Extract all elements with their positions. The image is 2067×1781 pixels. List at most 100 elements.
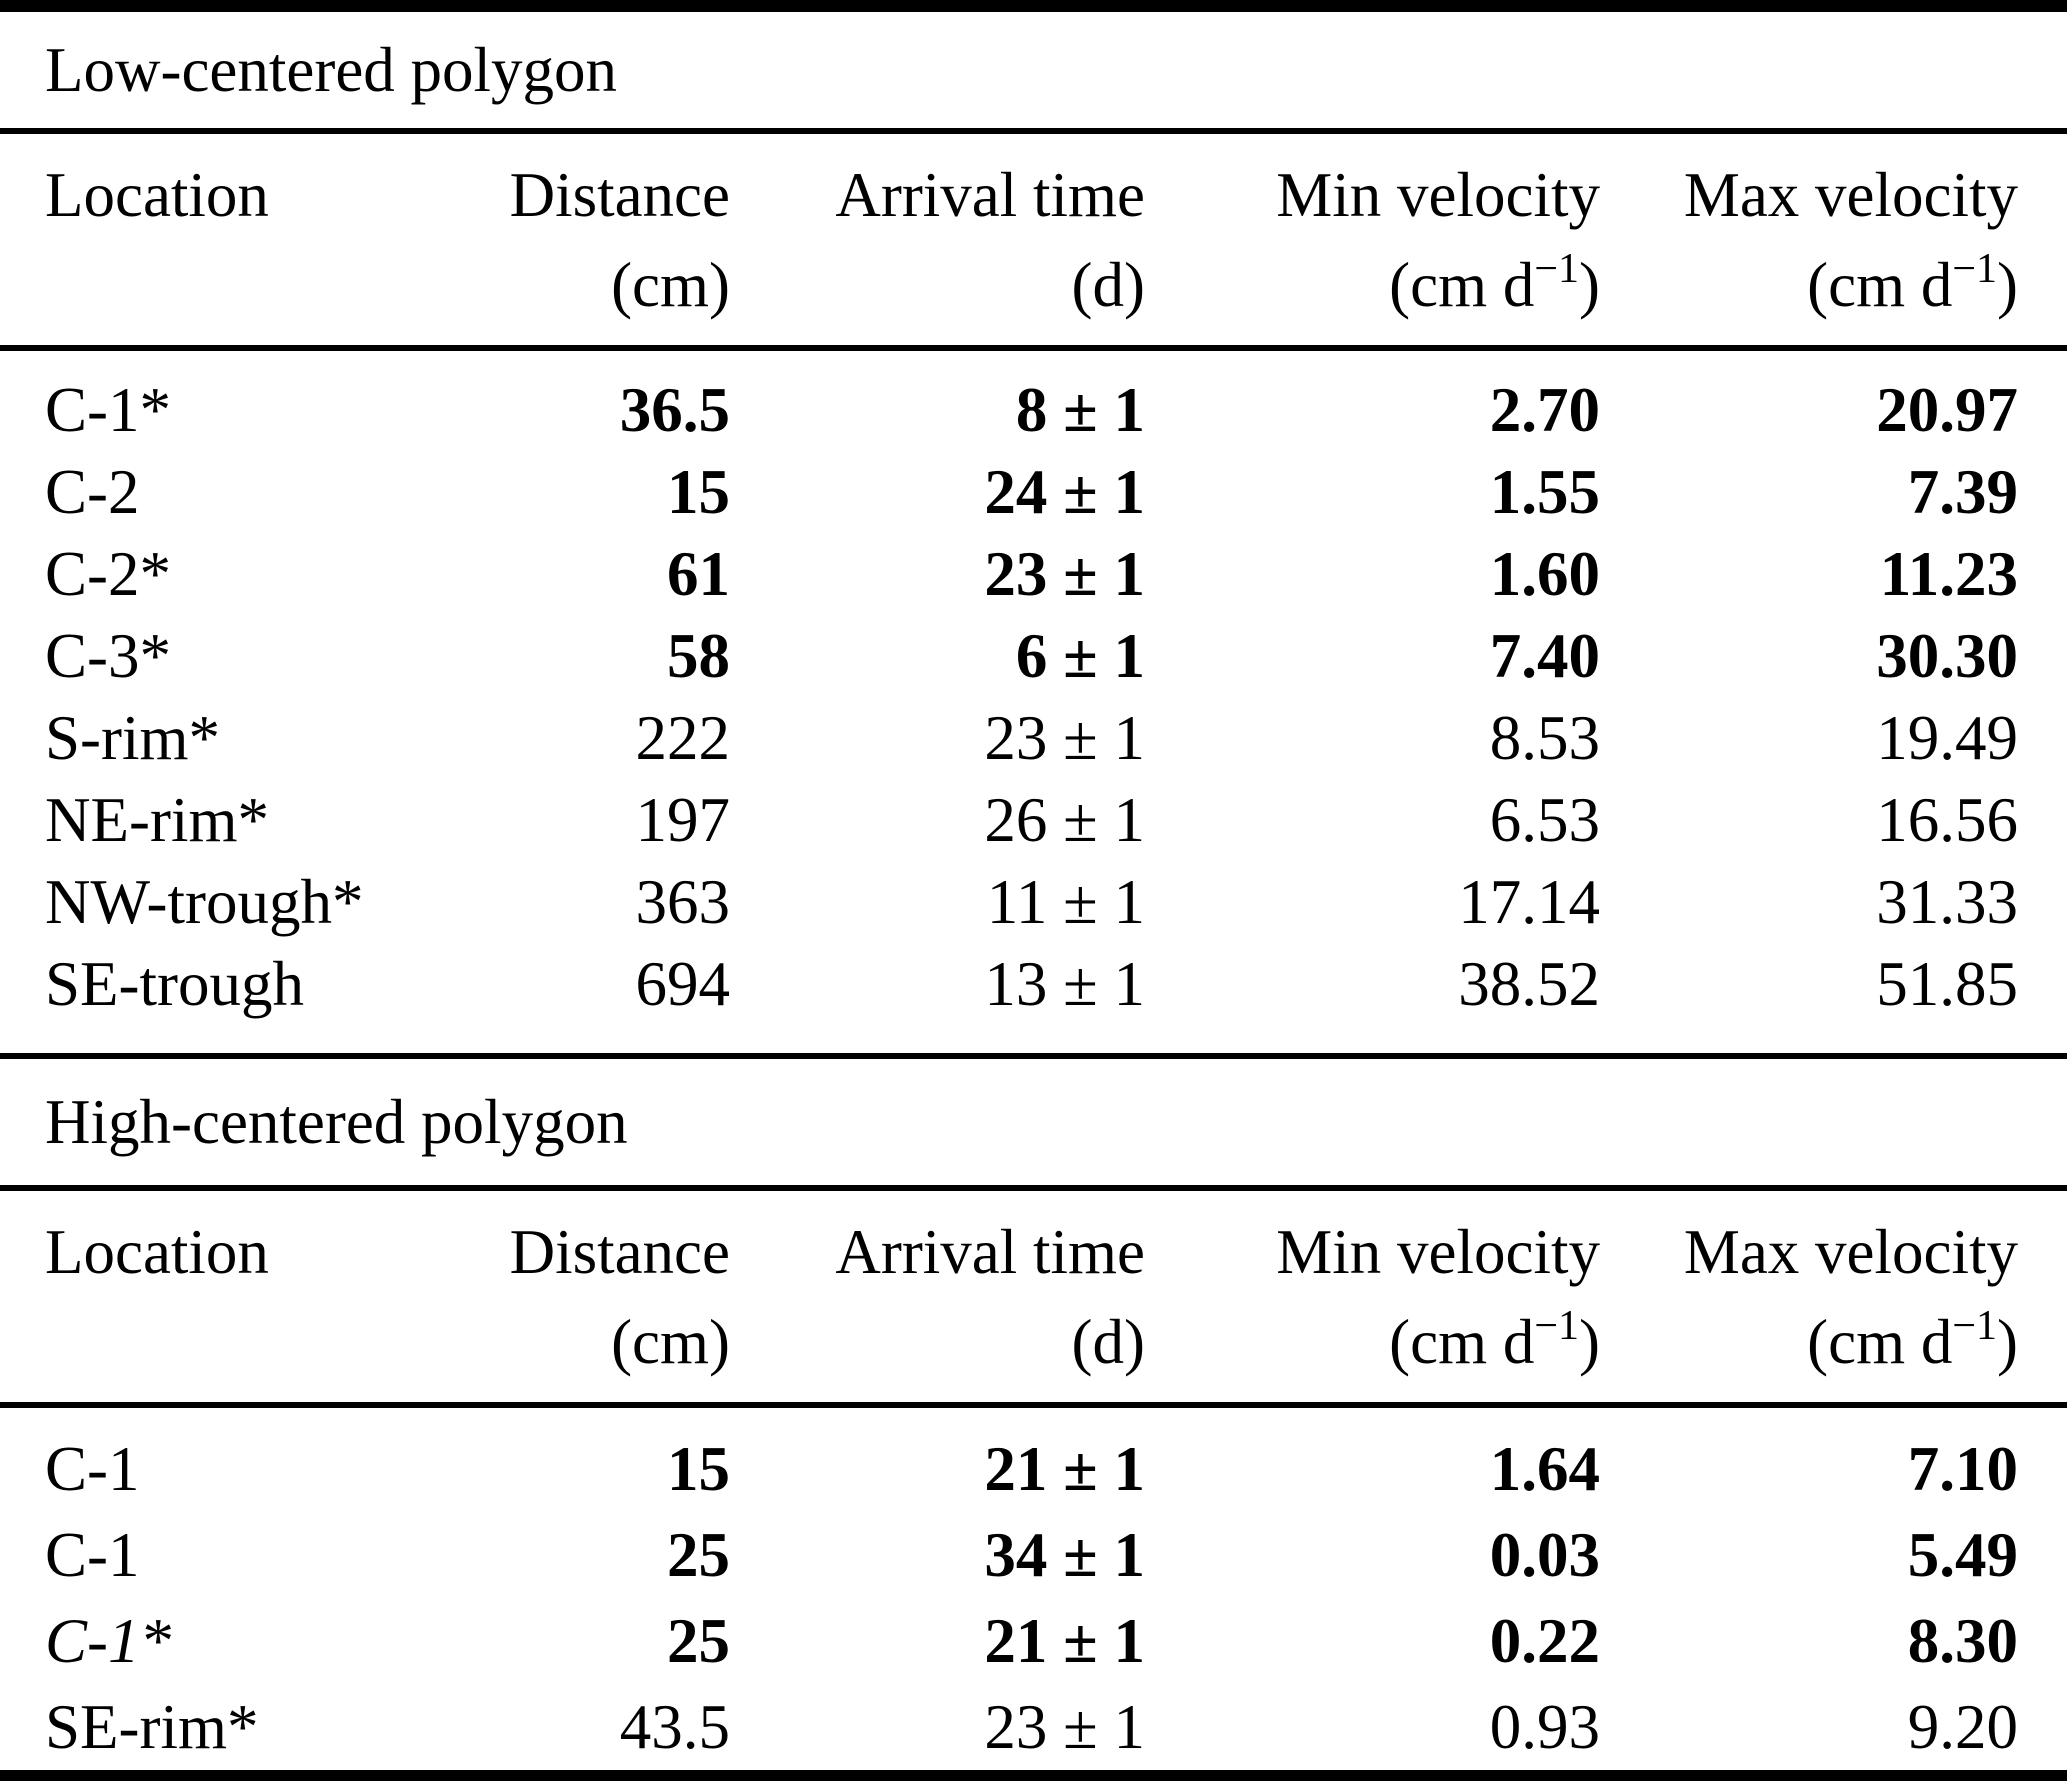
cell-arrival-time: 24 ± 1	[984, 456, 1145, 527]
table-row: SE-trough 694 13 ± 1 38.52 51.85	[0, 943, 2067, 1025]
header-cell-arrival-time: Arrival time (d)	[730, 150, 1145, 330]
cell-arrival-time: 21 ± 1	[984, 1605, 1145, 1676]
cell-max-velocity: 16.56	[1876, 784, 2018, 855]
section-title: High-centered polygon	[45, 1086, 628, 1157]
table-low-centered-body: C-1* 36.5 8 ± 1 2.70 20.97 C-2 15 24 ± 1…	[0, 369, 2067, 1025]
table-row: C-2 15 24 ± 1 1.55 7.39	[0, 451, 2067, 533]
cell-location: SE-trough	[45, 948, 304, 1019]
table-top-rule	[0, 0, 2067, 12]
table-high-centered-body: C-1 15 21 ± 1 1.64 7.10 C-1 25 34 ± 1 0.…	[0, 1426, 2067, 1770]
cell-max-velocity: 30.30	[1876, 620, 2018, 691]
cell-location: S-rim*	[45, 702, 221, 773]
cell-min-velocity: 38.52	[1458, 948, 1600, 1019]
max-velocity-unit: (cm d−1)	[1807, 1303, 2018, 1377]
cell-max-velocity: 7.10	[1907, 1433, 2018, 1504]
cell-max-velocity: 9.20	[1907, 1691, 2018, 1762]
rule-between-sections	[0, 1053, 2067, 1059]
table-high-centered-header: Location Distance (cm) Arrival time (d) …	[0, 1207, 2067, 1387]
cell-distance: 15	[667, 1433, 730, 1504]
cell-location: SE-rim*	[45, 1691, 259, 1762]
header-cell-min-velocity: Min velocity (cm d−1)	[1145, 150, 1600, 330]
cell-min-velocity: 0.93	[1489, 1691, 1600, 1762]
table-row: S-rim* 222 23 ± 1 8.53 19.49	[0, 697, 2067, 779]
table-row: C-1* 25 21 ± 1 0.22 8.30	[0, 1598, 2067, 1684]
cell-min-velocity: 1.64	[1489, 1433, 1600, 1504]
min-velocity-unit: (cm d−1)	[1389, 246, 1600, 320]
header-cell-distance: Distance (cm)	[420, 1207, 730, 1387]
distance-unit: (cm)	[611, 250, 730, 320]
cell-location: C-1*	[45, 374, 171, 445]
cell-min-velocity: 7.40	[1489, 620, 1600, 691]
cell-location: C-2*	[45, 538, 171, 609]
cell-arrival-time: 13 ± 1	[984, 948, 1145, 1019]
cell-max-velocity: 19.49	[1876, 702, 2018, 773]
cell-min-velocity: 0.03	[1489, 1519, 1600, 1590]
cell-distance: 25	[667, 1519, 730, 1590]
table-row: SE-rim* 43.5 23 ± 1 0.93 9.20	[0, 1684, 2067, 1770]
min-velocity-unit: (cm d−1)	[1389, 1303, 1600, 1377]
table-row: NW-trough* 363 11 ± 1 17.14 31.33	[0, 861, 2067, 943]
header-row: Location Distance (cm) Arrival time (d) …	[0, 150, 2067, 330]
cell-location: C-3*	[45, 620, 171, 691]
arrival-unit: (d)	[1071, 250, 1145, 320]
header-cell-max-velocity: Max velocity (cm d−1)	[1600, 150, 2067, 330]
table-row: NE-rim* 197 26 ± 1 6.53 16.56	[0, 779, 2067, 861]
header-cell-location: Location	[45, 160, 269, 230]
cell-arrival-time: 23 ± 1	[984, 702, 1145, 773]
cell-min-velocity: 6.53	[1489, 784, 1600, 855]
cell-distance: 363	[635, 866, 731, 937]
cell-distance: 15	[667, 456, 730, 527]
cell-location: C-1*	[45, 1605, 171, 1676]
max-velocity-unit: (cm d−1)	[1807, 246, 2018, 320]
cell-max-velocity: 8.30	[1907, 1605, 2018, 1676]
table-row: C-1 15 21 ± 1 1.64 7.10	[0, 1426, 2067, 1512]
rule-below-title-2	[0, 1185, 2067, 1191]
cell-min-velocity: 17.14	[1458, 866, 1600, 937]
cell-distance: 197	[635, 784, 731, 855]
cell-location: C-2	[45, 456, 140, 527]
cell-arrival-time: 26 ± 1	[984, 784, 1145, 855]
cell-distance: 222	[635, 702, 731, 773]
header-cell-distance: Distance (cm)	[420, 150, 730, 330]
cell-distance: 36.5	[619, 374, 730, 445]
cell-distance: 58	[667, 620, 730, 691]
cell-arrival-time: 11 ± 1	[986, 866, 1145, 937]
cell-location: NW-trough*	[45, 866, 364, 937]
header-cell-max-velocity: Max velocity (cm d−1)	[1600, 1207, 2067, 1387]
cell-min-velocity: 1.55	[1489, 456, 1600, 527]
table-row: C-1* 36.5 8 ± 1 2.70 20.97	[0, 369, 2067, 451]
cell-max-velocity: 11.23	[1879, 538, 2018, 609]
rule-below-header-1	[0, 345, 2067, 351]
unit-superscript: −1	[1534, 1303, 1580, 1349]
cell-max-velocity: 5.49	[1907, 1519, 2018, 1590]
unit-superscript: −1	[1952, 246, 1998, 292]
cell-min-velocity: 2.70	[1489, 374, 1600, 445]
table-row: C-1 25 34 ± 1 0.03 5.49	[0, 1512, 2067, 1598]
cell-distance: 43.5	[619, 1691, 730, 1762]
cell-distance: 25	[667, 1605, 730, 1676]
cell-max-velocity: 20.97	[1876, 374, 2018, 445]
arrival-unit: (d)	[1071, 1307, 1145, 1377]
header-cell-min-velocity: Min velocity (cm d−1)	[1145, 1207, 1600, 1387]
table-low-centered-header: Location Distance (cm) Arrival time (d) …	[0, 150, 2067, 330]
table-row: C-2* 61 23 ± 1 1.60 11.23	[0, 533, 2067, 615]
header-cell-arrival-time: Arrival time (d)	[730, 1207, 1145, 1387]
cell-arrival-time: 8 ± 1	[1015, 374, 1145, 445]
cell-location: C-1	[45, 1433, 140, 1504]
cell-min-velocity: 1.60	[1489, 538, 1600, 609]
unit-superscript: −1	[1534, 246, 1580, 292]
cell-min-velocity: 0.22	[1489, 1605, 1600, 1676]
section-high-centered-polygon: High-centered polygon	[0, 1059, 2067, 1185]
cell-max-velocity: 31.33	[1876, 866, 2018, 937]
cell-arrival-time: 6 ± 1	[1015, 620, 1145, 691]
cell-arrival-time: 34 ± 1	[984, 1519, 1145, 1590]
table-bottom-rule	[0, 1770, 2067, 1781]
section-title: Low-centered polygon	[45, 34, 618, 105]
rule-below-title-1	[0, 128, 2067, 134]
cell-location: NE-rim*	[45, 784, 269, 855]
header-row: Location Distance (cm) Arrival time (d) …	[0, 1207, 2067, 1387]
cell-max-velocity: 51.85	[1876, 948, 2018, 1019]
cell-arrival-time: 21 ± 1	[984, 1433, 1145, 1504]
cell-distance: 694	[635, 948, 731, 1019]
section-low-centered-polygon: Low-centered polygon	[0, 12, 2067, 128]
